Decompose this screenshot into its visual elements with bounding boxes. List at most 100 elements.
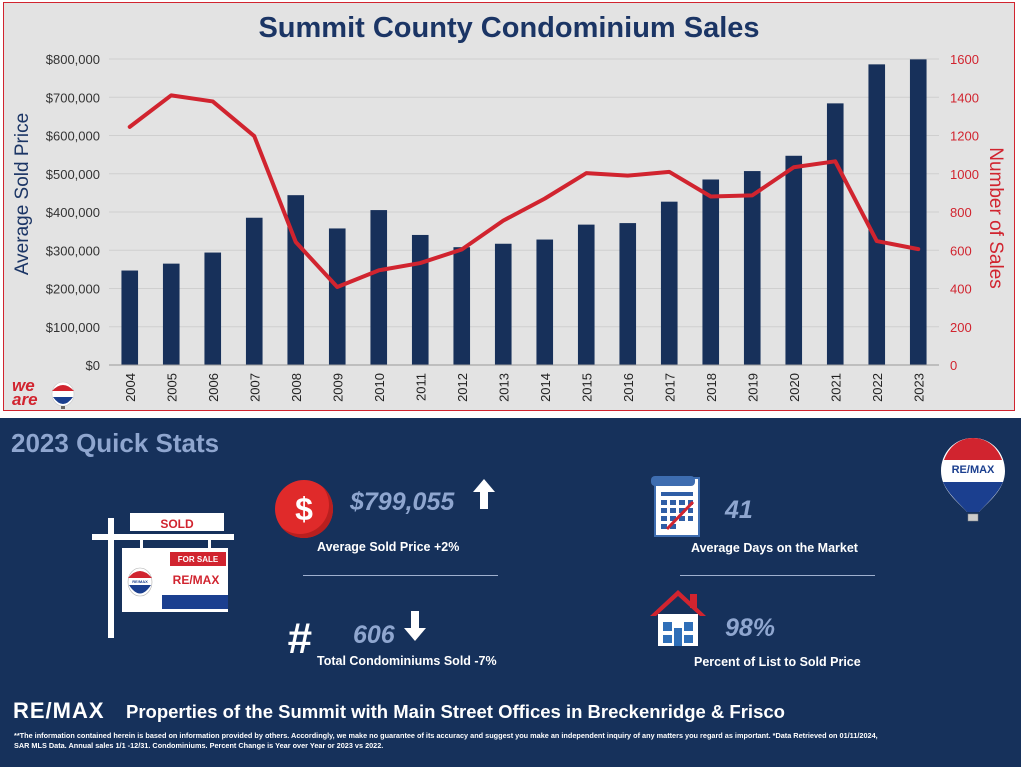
y2-tick-label: 400 [950,282,972,297]
x-tick-label: 2018 [704,373,719,402]
chart-title: Summit County Condominium Sales [258,12,759,44]
x-tick-label: 2023 [911,373,926,402]
bar-2012 [453,247,471,365]
arrow-up-icon [472,478,496,515]
we-are-logo: we are [12,376,75,409]
total-sold-label: Total Condominiums Sold -7% [317,654,497,668]
days-market-label: Average Days on the Market [691,541,858,555]
bar-2020 [785,155,803,365]
sign-brand-text: RE/MAX [172,573,220,587]
y2-tick-label: 1000 [950,167,979,182]
y2-tick-label: 800 [950,205,972,220]
line-series [127,93,921,289]
y-tick-label: $300,000 [46,243,100,258]
bar-2006 [204,252,222,365]
divider-left [303,575,498,576]
bar-2021 [826,103,844,366]
balloon-brand-text: RE/MAX [951,464,995,476]
bar-2007 [245,217,263,365]
bar-2009 [328,228,346,365]
x-tick-label: 2005 [164,373,179,402]
avg-price-value: $799,055 [350,488,455,516]
bar-2011 [411,234,429,365]
we-are-line2: are [12,390,38,409]
y2-tick-label: 1400 [950,90,979,105]
x-tick-label: 2007 [247,373,262,402]
footer-disclaimer-line2: SAR MLS Data. Annual sales 1/1 -12/31. C… [14,741,384,750]
x-tick-label: 2011 [413,373,428,401]
footer-brand-logo: RE/MAX [13,698,105,723]
x-tick-label: 2009 [330,373,345,402]
x-tick-label: 2013 [496,373,511,402]
y2-tick-label: 1600 [950,52,979,67]
we-are-line1: we [12,376,35,395]
sign-for-sale-text: FOR SALE [177,555,219,564]
remax-balloon-logo: RE/MAX [938,436,1008,527]
y-tick-label: $0 [86,358,100,373]
bar-2015 [577,224,595,365]
x-tick-label: 2021 [828,373,843,402]
gridlines [109,58,939,366]
bar-2023 [909,59,927,366]
stats-heading: 2023 Quick Stats [11,428,220,458]
bar-2005 [162,263,180,365]
balloon-small-icon [51,381,75,409]
chart-panel: $0 $100,000 $200,000 $300,000 $400,000 $500,0… [3,2,1015,411]
bar-2010 [370,210,388,365]
bar-2018 [702,179,720,365]
y-tick-label: $100,000 [46,320,100,335]
y-tick-label: $700,000 [46,90,100,105]
bar-2019 [743,171,761,365]
x-tick-label: 2020 [787,373,802,402]
x-tick-label: 2016 [621,373,636,402]
list-to-sold-value: 98% [725,614,776,642]
x-tick-label: 2006 [206,373,221,402]
footer-disclaimer-line1: **The information contained herein is ba… [14,731,878,740]
y-tick-label: $500,000 [46,167,100,182]
bar-2008 [287,195,305,365]
sign-sold-text: SOLD [160,517,194,531]
x-tick-label: 2004 [123,373,138,402]
y-tick-label: $600,000 [46,129,100,144]
avg-price-label: Average Sold Price +2% [317,540,460,554]
x-tick-label: 2014 [538,373,553,402]
sales-line [127,93,921,289]
axes: $0 $100,000 $200,000 $300,000 $400,000 $500,0… [46,52,979,402]
bar-series [121,59,927,366]
x-tick-label: 2015 [579,373,594,402]
arrow-down-icon [403,610,427,647]
y2-tick-label: 0 [950,358,957,373]
stats-panel: 2023 Quick Stats SOLD FOR SALE RE/MAX RE… [0,418,1021,767]
y2-axis-label: Number of Sales [985,147,1006,289]
footer-tagline: Properties of the Summit with Main Stree… [126,701,785,722]
calendar-icon [649,474,701,545]
y-axis-label: Average Sold Price [12,113,33,275]
y2-tick-label: 600 [950,243,972,258]
x-tick-label: 2012 [455,373,470,402]
y-tick-label: $800,000 [46,52,100,67]
y-tick-label: $400,000 [46,205,100,220]
days-market-value: 41 [725,496,753,524]
x-tick-label: 2008 [289,373,304,402]
bar-2016 [619,223,637,365]
total-sold-value: 606 [353,621,395,649]
y-tick-label: $200,000 [46,282,100,297]
bar-2014 [536,239,554,365]
x-tick-label: 2019 [745,373,760,402]
house-icon [646,586,710,655]
x-tick-label: 2022 [870,373,885,402]
divider-right [680,575,875,576]
dollar-icon: $ [275,480,333,538]
hash-icon: # [287,614,312,663]
bar-2013 [494,243,512,365]
x-tick-label: 2017 [662,373,677,402]
combo-chart: $0 $100,000 $200,000 $300,000 $400,000 $500,0… [12,12,1006,409]
bar-2004 [121,270,139,365]
x-tick-label: 2010 [372,373,387,402]
sign-balloon-text: RE/MAX [132,579,148,584]
bar-2022 [868,64,886,366]
bar-2017 [660,201,678,365]
list-to-sold-label: Percent of List to Sold Price [694,655,861,669]
sold-sign-illustration: SOLD FOR SALE RE/MAX RE/MAX [90,510,250,640]
y2-tick-label: 200 [950,320,972,335]
